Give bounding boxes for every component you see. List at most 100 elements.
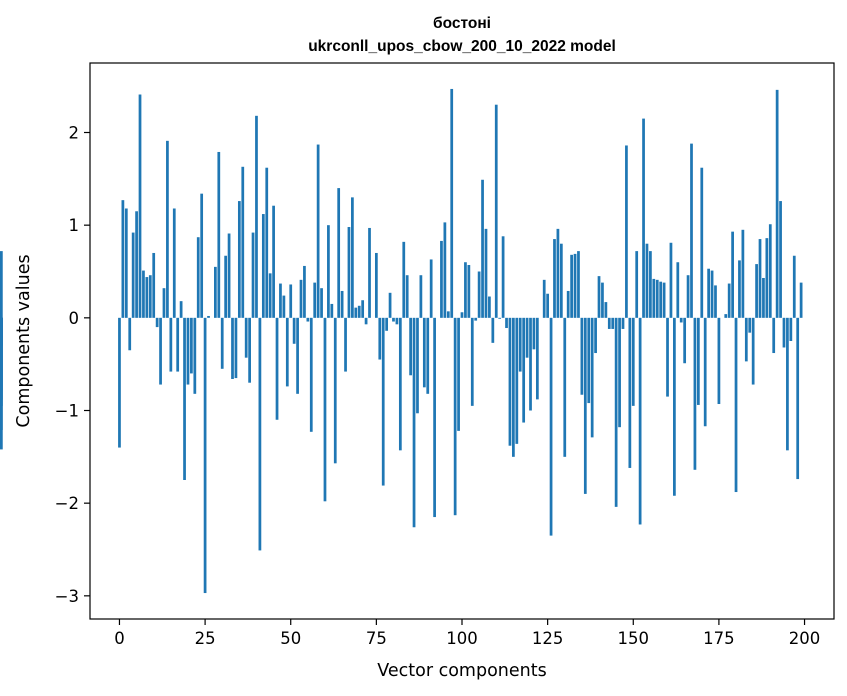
- x-tick-label-2: 50: [280, 629, 301, 648]
- bar-63: [333, 317, 337, 464]
- bar-99: [457, 317, 460, 431]
- bar-4: [131, 232, 135, 318]
- bar-60: [323, 317, 327, 502]
- bar-17: [176, 317, 180, 372]
- bar-75: [374, 252, 378, 318]
- bar-73: [368, 227, 371, 318]
- bar-127: [553, 239, 556, 318]
- bar-22: [193, 317, 197, 394]
- bar-110: [494, 104, 498, 318]
- x-tick-label-6: 150: [618, 629, 650, 648]
- bar-78: [385, 317, 389, 331]
- bar-89: [422, 317, 426, 388]
- bar-165: [683, 317, 687, 364]
- bar-198: [796, 317, 800, 480]
- bar-145: [614, 317, 618, 507]
- bar-9: [148, 275, 152, 318]
- bar-68: [351, 197, 354, 318]
- bar-180: [734, 317, 738, 493]
- bar-174: [714, 285, 717, 318]
- bar-178: [727, 283, 731, 318]
- bar-55: [306, 317, 310, 322]
- bar-64: [337, 188, 341, 318]
- bar-108: [488, 296, 491, 318]
- bar-62: [330, 303, 334, 318]
- bar-194: [782, 317, 786, 348]
- bar-173: [710, 270, 714, 318]
- bar-141: [601, 282, 604, 318]
- bar-109: [491, 317, 495, 343]
- bar-150: [631, 317, 635, 406]
- bar-39: [251, 232, 255, 318]
- bar-7: [142, 270, 145, 318]
- bar-2: [124, 208, 128, 318]
- bar-24: [200, 193, 204, 318]
- bar-26: [207, 315, 210, 318]
- bar-65: [340, 290, 344, 318]
- bar-133: [573, 253, 577, 318]
- bar-1: [121, 200, 125, 318]
- bar-59: [320, 288, 323, 318]
- bar-153: [642, 118, 645, 318]
- bar-103: [470, 317, 474, 406]
- bar-53: [299, 279, 303, 318]
- bar-19: [183, 317, 186, 480]
- bar-184: [748, 317, 752, 333]
- bar-188: [762, 277, 765, 318]
- bar-163: [676, 262, 680, 318]
- bar-156: [652, 278, 656, 318]
- bar-0: [118, 317, 121, 448]
- bar-197: [792, 255, 796, 318]
- bar-91: [429, 259, 433, 318]
- bar-87: [416, 317, 419, 414]
- y-axis-ticks: −3 −2 −1 0 1 2: [55, 124, 90, 606]
- bar-115: [512, 317, 515, 457]
- bar-85: [409, 317, 412, 376]
- bar-203: [0, 251, 3, 318]
- bar-92: [433, 317, 436, 518]
- bar-14: [166, 140, 169, 318]
- bar-49: [285, 317, 289, 387]
- bar-162: [673, 317, 676, 496]
- bar-12: [159, 317, 162, 385]
- bar-104: [474, 317, 478, 321]
- bar-143: [607, 317, 611, 329]
- bar-100: [460, 312, 464, 318]
- bar-134: [577, 251, 580, 318]
- bar-116: [515, 317, 519, 444]
- bar-23: [196, 237, 200, 318]
- bar-94: [440, 240, 443, 318]
- bar-152: [638, 317, 642, 525]
- bar-97: [450, 88, 454, 318]
- chart-subtitle: ukrconll_upos_cbow_200_10_2022 model: [308, 38, 616, 55]
- bar-33: [231, 317, 234, 379]
- bar-52: [296, 317, 299, 394]
- bar-160: [666, 317, 669, 397]
- bar-149: [628, 317, 632, 468]
- bar-142: [604, 302, 608, 318]
- bar-77: [381, 317, 385, 486]
- bar-138: [590, 317, 594, 438]
- bar-3: [128, 317, 132, 351]
- bar-181: [738, 260, 741, 318]
- bar-151: [635, 251, 639, 318]
- bar-84: [405, 275, 409, 318]
- bar-172: [707, 268, 710, 318]
- bar-147: [621, 317, 625, 329]
- y-tick-label-2: −1: [55, 402, 79, 421]
- bar-56: [309, 317, 313, 432]
- bar-30: [220, 317, 224, 369]
- bar-72: [364, 317, 368, 325]
- bar-45: [272, 205, 275, 318]
- bar-119: [525, 317, 529, 358]
- bar-159: [662, 282, 666, 318]
- bar-90: [426, 317, 430, 394]
- y-tick-label-0: −3: [55, 587, 79, 606]
- y-tick-label-4: 1: [69, 216, 80, 235]
- bar-148: [625, 145, 628, 318]
- bar-166: [686, 275, 690, 318]
- bar-42: [261, 214, 265, 318]
- x-axis-label: Vector components: [377, 661, 546, 681]
- bar-112: [501, 236, 505, 318]
